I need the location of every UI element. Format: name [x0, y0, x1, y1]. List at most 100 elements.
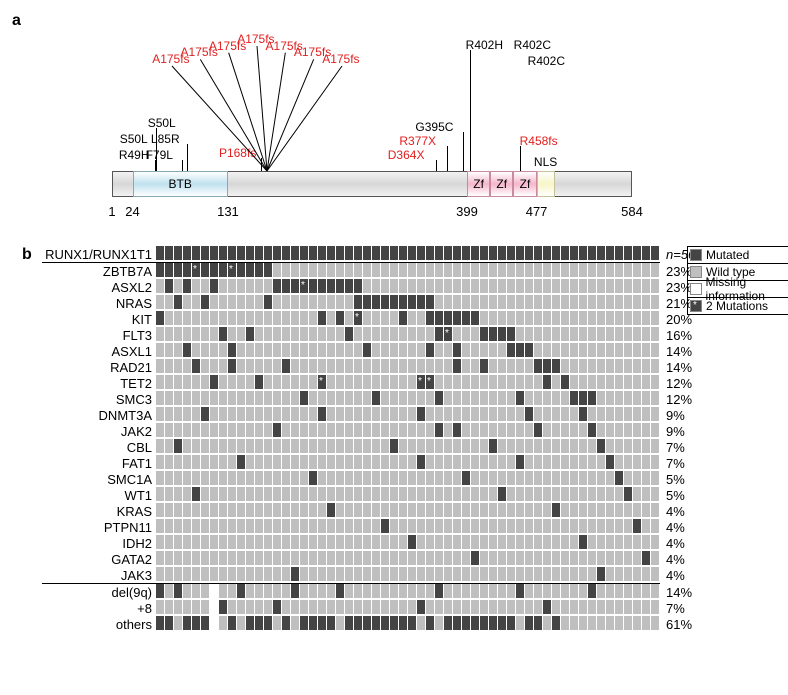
- onco-cell: [210, 600, 218, 614]
- onco-cell: [552, 551, 560, 565]
- onco-cell: [561, 455, 569, 469]
- onco-cell: [201, 279, 209, 293]
- onco-cell: [183, 600, 191, 614]
- onco-cell: [651, 455, 659, 469]
- onco-cell: [480, 503, 488, 517]
- onco-cell: [543, 519, 551, 533]
- onco-cell: [183, 519, 191, 533]
- onco-cell: [363, 375, 371, 389]
- onco-cell: [552, 616, 560, 630]
- two-mutations-icon: *: [445, 327, 449, 341]
- onco-cell: [426, 487, 434, 501]
- onco-cell: [156, 246, 164, 260]
- onco-cell: [624, 535, 632, 549]
- onco-cell: [399, 343, 407, 357]
- onco-cells: *: [156, 279, 660, 295]
- onco-cell: [615, 503, 623, 517]
- onco-cell: [471, 375, 479, 389]
- onco-cell: [354, 487, 362, 501]
- onco-cell: [327, 535, 335, 549]
- onco-cell: [435, 423, 443, 437]
- onco-cell: [174, 600, 182, 614]
- onco-cell: [336, 423, 344, 437]
- onco-cell: [327, 551, 335, 565]
- onco-cell: [507, 246, 515, 260]
- onco-cell: [552, 455, 560, 469]
- onco-cell: [552, 584, 560, 598]
- onco-cell: [165, 616, 173, 630]
- onco-cell: [390, 375, 398, 389]
- onco-cell: [156, 584, 164, 598]
- onco-cell: [417, 600, 425, 614]
- onco-cell: [210, 503, 218, 517]
- onco-cell: [579, 407, 587, 421]
- onco-cell: [651, 343, 659, 357]
- onco-cell: [417, 487, 425, 501]
- onco-cell: [453, 375, 461, 389]
- onco-cell: [192, 503, 200, 517]
- onco-cell: [516, 455, 524, 469]
- onco-cell: [165, 584, 173, 598]
- onco-cell: [192, 279, 200, 293]
- onco-cell: [426, 279, 434, 293]
- onco-cells: [156, 519, 660, 535]
- onco-cell: [462, 359, 470, 373]
- onco-cell: [633, 455, 641, 469]
- onco-cell: [552, 600, 560, 614]
- onco-cell: [462, 519, 470, 533]
- onco-cell: [390, 567, 398, 581]
- onco-cell: [219, 359, 227, 373]
- onco-cell: [354, 246, 362, 260]
- onco-cell: [228, 279, 236, 293]
- domain-label: NLS: [534, 155, 557, 169]
- onco-cell: [174, 263, 182, 277]
- onco-cell: [246, 407, 254, 421]
- onco-cell: [174, 519, 182, 533]
- onco-cell: [264, 246, 272, 260]
- onco-cell: [354, 455, 362, 469]
- onco-cell: [561, 519, 569, 533]
- legend-text: Mutated: [706, 248, 749, 262]
- onco-cell: [183, 471, 191, 485]
- onco-cell: [561, 375, 569, 389]
- onco-cell: [201, 246, 209, 260]
- onco-cell: [453, 487, 461, 501]
- onco-cell: [192, 407, 200, 421]
- onco-cell: [498, 343, 506, 357]
- onco-cell: [507, 535, 515, 549]
- onco-cell: [552, 295, 560, 309]
- onco-cell: [237, 616, 245, 630]
- onco-row: JAK29%: [42, 423, 695, 439]
- onco-cell: [255, 295, 263, 309]
- onco-cell: [192, 519, 200, 533]
- onco-cell: [255, 535, 263, 549]
- onco-cell: [444, 375, 452, 389]
- onco-cell: [390, 439, 398, 453]
- onco-cell: [345, 407, 353, 421]
- onco-cell: *: [417, 375, 425, 389]
- onco-cell: [372, 375, 380, 389]
- onco-cell: [219, 551, 227, 565]
- onco-cell: [651, 535, 659, 549]
- onco-cell: [453, 359, 461, 373]
- onco-cell: [444, 263, 452, 277]
- onco-cell: [300, 487, 308, 501]
- onco-cell: [597, 279, 605, 293]
- onco-cell: [426, 407, 434, 421]
- onco-cell: [525, 391, 533, 405]
- onco-cell: [426, 439, 434, 453]
- onco-cell: [282, 471, 290, 485]
- onco-cell: [489, 246, 497, 260]
- onco-cell: [327, 295, 335, 309]
- onco-cell: [624, 279, 632, 293]
- two-mutations-icon: *: [427, 375, 431, 389]
- onco-cell: [489, 584, 497, 598]
- onco-cell: [453, 279, 461, 293]
- onco-cell: [435, 279, 443, 293]
- onco-cell: [237, 503, 245, 517]
- onco-cell: [606, 359, 614, 373]
- onco-cell: [183, 327, 191, 341]
- onco-cell: [300, 471, 308, 485]
- onco-cell: [534, 455, 542, 469]
- onco-cell: [525, 359, 533, 373]
